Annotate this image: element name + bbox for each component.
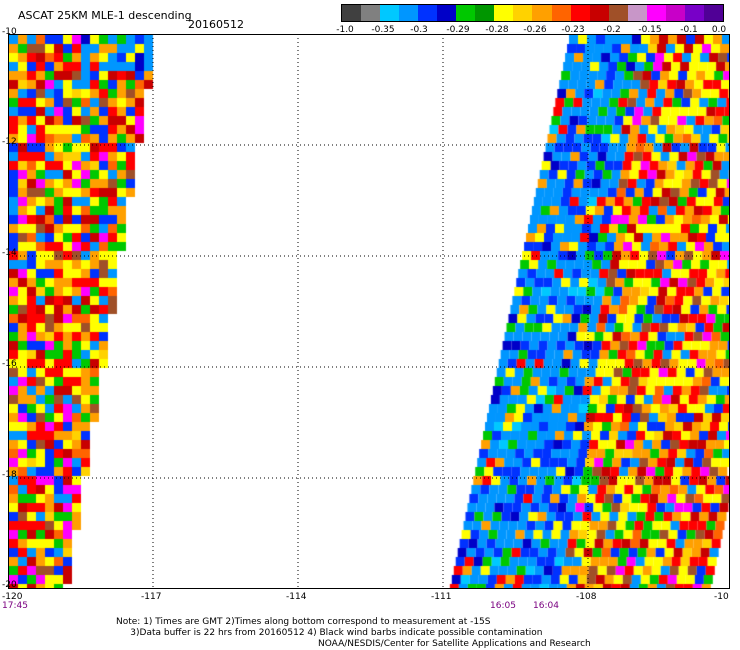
longitude-label: -117 (141, 592, 162, 602)
latitude-label: -12 (2, 137, 17, 147)
longitude-label: -111 (431, 592, 452, 602)
color-bar-swatch (551, 5, 571, 21)
longitude-label: -114 (286, 592, 307, 602)
color-bar-swatch (475, 5, 495, 21)
color-bar-label: -1.0 (336, 25, 354, 35)
color-bar-swatch (361, 5, 381, 21)
color-bar-label: -0.26 (523, 25, 547, 35)
color-bar-label: -0.23 (561, 25, 585, 35)
color-bar-swatch (380, 5, 400, 21)
color-bar-swatch (532, 5, 552, 21)
color-bar-label: -0.3 (410, 25, 428, 35)
color-bar-swatch (513, 5, 533, 21)
graticule (8, 34, 730, 589)
footer-credit: NOAA/NESDIS/Center for Satellite Applica… (318, 639, 591, 649)
color-bar-swatch (456, 5, 476, 21)
color-bar-label: 0.0 (711, 25, 727, 35)
color-bar-swatch (608, 5, 628, 21)
time-label: 16:04 (533, 601, 559, 611)
time-label: 16:05 (490, 601, 516, 611)
color-bar-swatch (418, 5, 438, 21)
footer-note: Note: 1) Times are GMT 2)Times along bot… (116, 617, 543, 638)
color-bar-swatch (665, 5, 685, 21)
color-bar-label: -0.35 (371, 25, 395, 35)
color-bar-swatch (399, 5, 419, 21)
longitude-label: -120 (2, 592, 23, 602)
color-bar-label: -0.28 (485, 25, 509, 35)
longitude-label: -10 (714, 592, 729, 602)
color-bar-label: -0.29 (446, 25, 470, 35)
latitude-label: -20 (2, 580, 17, 590)
time-label: 17:45 (2, 601, 28, 611)
color-bar (341, 4, 724, 22)
swath-data-canvas (9, 35, 729, 588)
color-bar-swatch (494, 5, 514, 21)
color-bar-swatch (703, 5, 723, 21)
latitude-label: -16 (2, 359, 17, 369)
color-bar-swatch (589, 5, 609, 21)
color-bar-labels: -1.0 -0.35 -0.3 -0.29 -0.28 -0.26 -0.23 -0.2 -0.… (330, 25, 730, 37)
color-bar-label: -0.1 (680, 25, 698, 35)
latitude-label: -10 (2, 27, 17, 37)
map-plot-frame (8, 34, 730, 589)
color-bar-swatch (646, 5, 666, 21)
latitude-label: -14 (2, 248, 17, 258)
longitude-label: -108 (576, 592, 597, 602)
color-bar-label: -0.15 (638, 25, 662, 35)
latitude-label: -18 (2, 470, 17, 480)
color-bar-swatch (627, 5, 647, 21)
color-bar-swatch (342, 5, 362, 21)
product-date: 20160512 (188, 18, 244, 31)
color-bar-swatch (437, 5, 457, 21)
color-bar-swatch (684, 5, 704, 21)
color-bar-label: -0.2 (603, 25, 621, 35)
product-title: ASCAT 25KM MLE-1 descending (18, 9, 192, 22)
color-bar-swatch (570, 5, 590, 21)
